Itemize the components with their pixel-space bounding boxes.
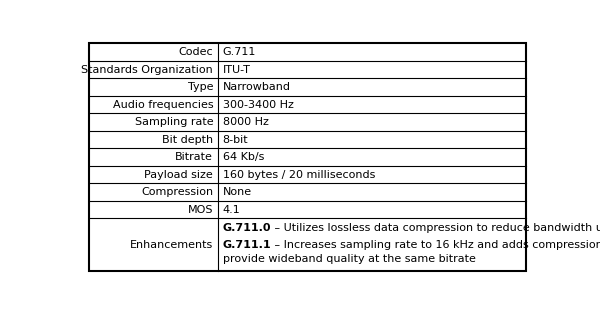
Text: Type: Type	[188, 82, 213, 92]
Text: Codec: Codec	[179, 47, 213, 57]
Text: Payload size: Payload size	[145, 169, 213, 179]
Text: Sampling rate: Sampling rate	[134, 117, 213, 127]
Text: – Utilizes lossless data compression to reduce bandwidth usage: – Utilizes lossless data compression to …	[271, 223, 600, 233]
Text: Bitrate: Bitrate	[175, 152, 213, 162]
Text: G.711.1: G.711.1	[223, 239, 271, 249]
Text: – Increases sampling rate to 16 kHz and adds compression to: – Increases sampling rate to 16 kHz and …	[271, 239, 600, 249]
Text: Narrowband: Narrowband	[223, 82, 290, 92]
Text: MOS: MOS	[188, 205, 213, 215]
Text: 64 Kb/s: 64 Kb/s	[223, 152, 264, 162]
Text: Standards Organization: Standards Organization	[82, 65, 213, 75]
Text: G.711.0: G.711.0	[223, 223, 271, 233]
Text: None: None	[223, 187, 251, 197]
Text: provide wideband quality at the same bitrate: provide wideband quality at the same bit…	[223, 254, 475, 264]
Text: ITU-T: ITU-T	[223, 65, 250, 75]
Text: 160 bytes / 20 milliseconds: 160 bytes / 20 milliseconds	[223, 169, 375, 179]
Text: Bit depth: Bit depth	[162, 135, 213, 145]
Text: 8000 Hz: 8000 Hz	[223, 117, 268, 127]
Text: G.711: G.711	[223, 47, 256, 57]
Text: 300-3400 Hz: 300-3400 Hz	[223, 100, 293, 109]
Text: Enhancements: Enhancements	[130, 239, 213, 249]
Text: 8-bit: 8-bit	[223, 135, 248, 145]
Text: 4.1: 4.1	[223, 205, 240, 215]
Text: Compression: Compression	[141, 187, 213, 197]
Text: Audio frequencies: Audio frequencies	[113, 100, 213, 109]
